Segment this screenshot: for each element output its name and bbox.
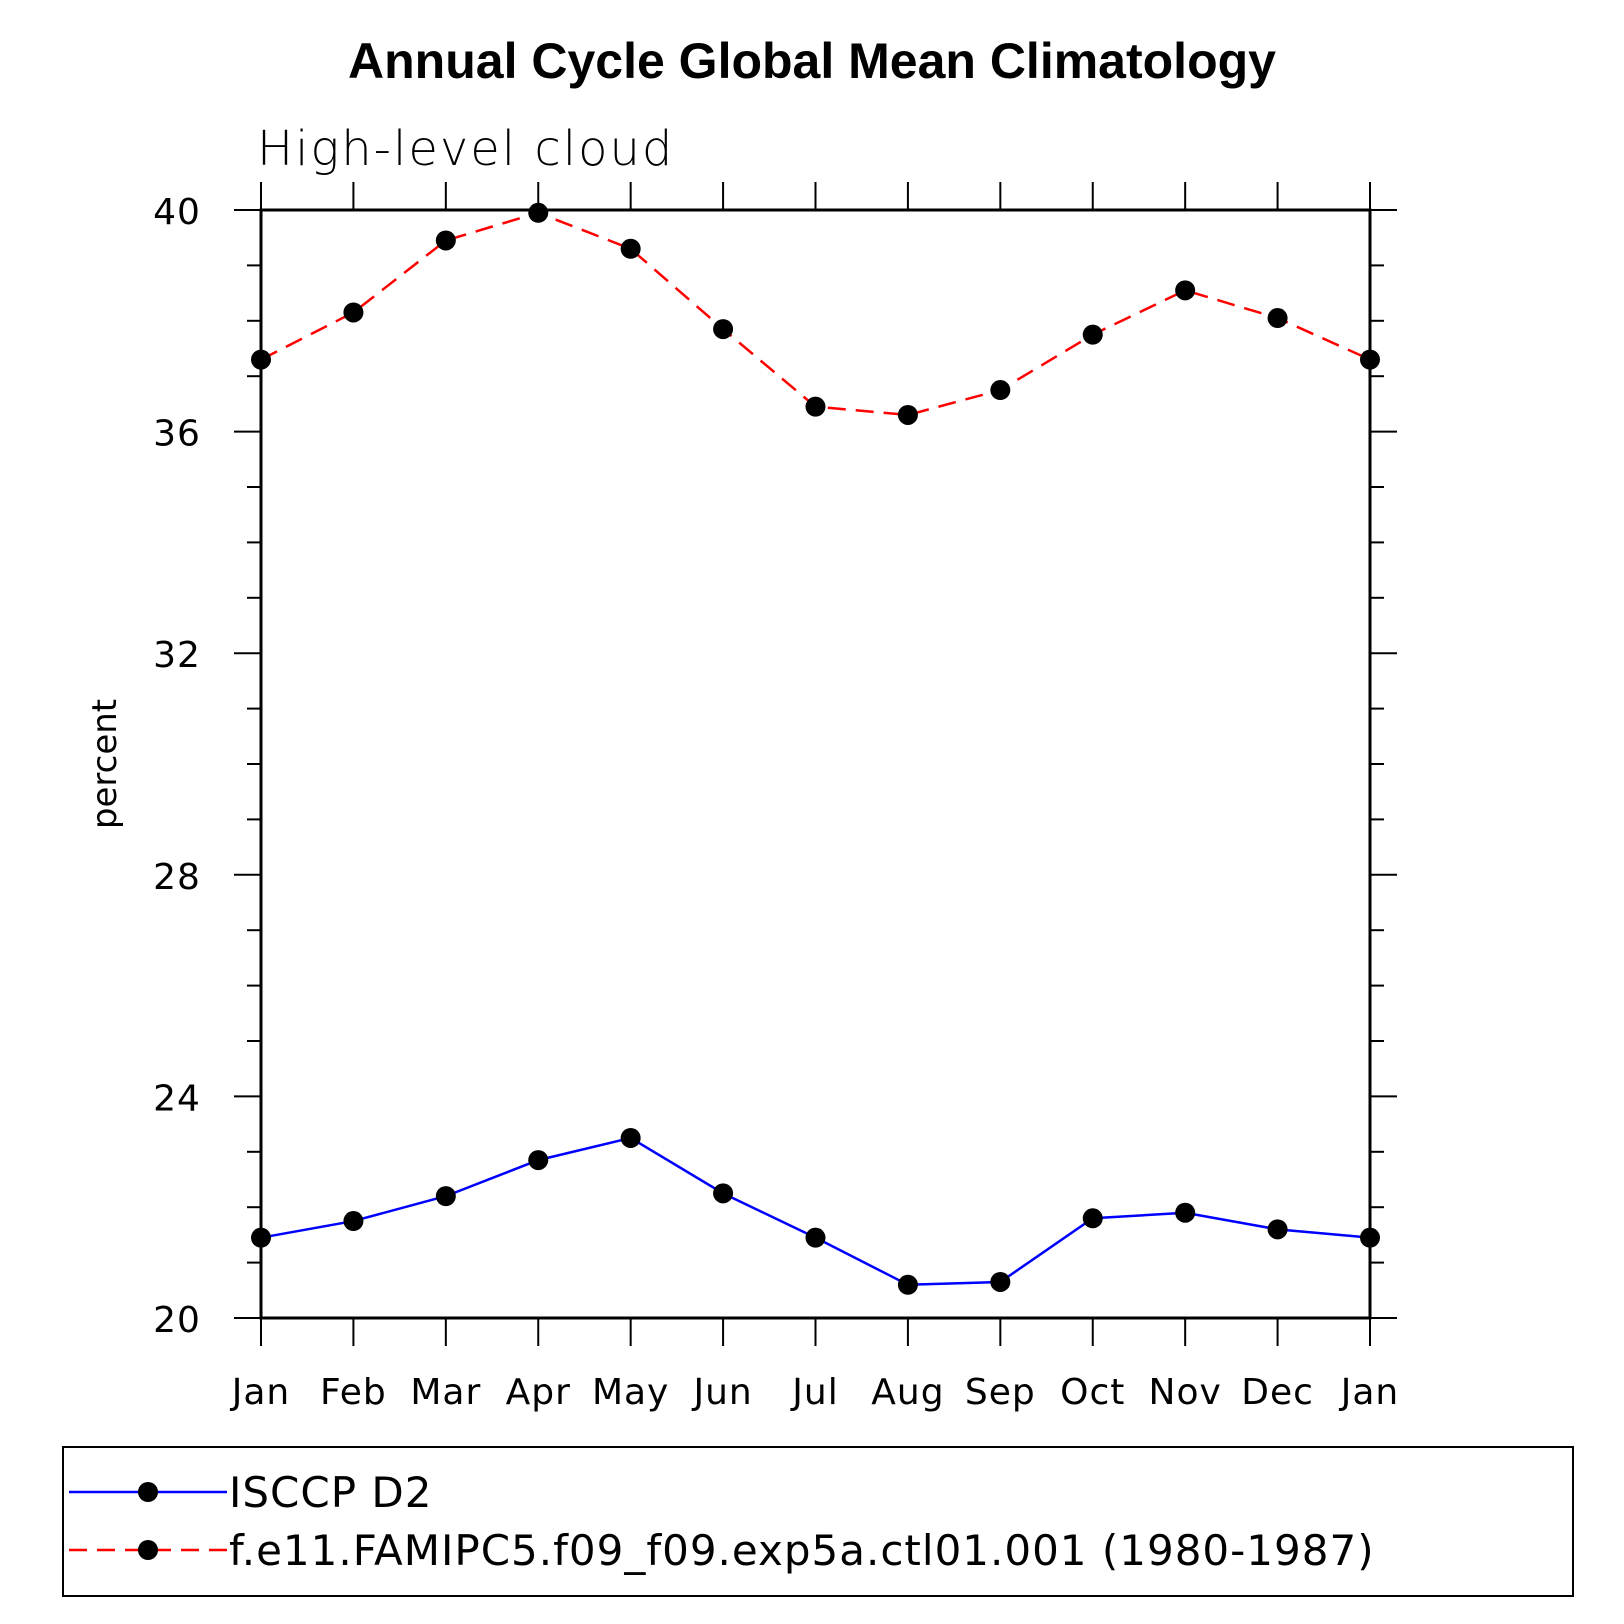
data-point-series-2 xyxy=(528,202,549,223)
data-point-series-1 xyxy=(990,1271,1011,1292)
data-point-series-1 xyxy=(251,1227,271,1248)
x-tick-label: Jan xyxy=(230,1372,291,1413)
y-tick-label: 28 xyxy=(153,857,201,898)
data-point-series-1 xyxy=(620,1127,641,1148)
data-point-series-1 xyxy=(343,1211,364,1232)
series-line-1 xyxy=(260,1136,1371,1287)
y-tick-label: 20 xyxy=(153,1300,201,1341)
data-point-series-1 xyxy=(1082,1208,1103,1229)
x-tick-label: May xyxy=(592,1372,669,1413)
data-point-series-2 xyxy=(805,396,826,417)
plot-axes: 20 24 28 32 36 40 Jan Feb Mar Apr May Jun Jul Aug Sep O… xyxy=(153,182,1400,1413)
data-point-series-2 xyxy=(620,238,641,259)
legend-box xyxy=(62,1446,1574,1597)
data-point-series-2 xyxy=(1267,308,1288,329)
data-point-series-2 xyxy=(713,319,734,340)
x-tick-label: Aug xyxy=(871,1372,944,1413)
data-point-series-2 xyxy=(897,404,918,425)
series-lines xyxy=(260,211,1371,1287)
legend: ISCCP D2 f.e11.FAMIPC5.f09_f09.exp5a.ctl0… xyxy=(69,1468,1375,1575)
chart-subtitle: High-level cloud xyxy=(257,121,674,177)
x-tick-label: Oct xyxy=(1060,1372,1125,1413)
data-point-series-1 xyxy=(897,1274,918,1295)
y-tick-label: 32 xyxy=(153,635,201,676)
data-point-series-2 xyxy=(1082,324,1103,345)
data-point-series-2 xyxy=(343,302,364,323)
series-markers xyxy=(251,202,1380,1295)
y-tick-label: 40 xyxy=(153,192,201,233)
x-tick-label: Mar xyxy=(410,1372,481,1413)
y-axis-label: percent xyxy=(85,699,125,829)
x-tick-label: Apr xyxy=(506,1372,571,1413)
data-point-series-2 xyxy=(990,380,1011,401)
chart-title: Annual Cycle Global Mean Climatology xyxy=(348,33,1276,89)
data-point-series-2 xyxy=(1175,280,1196,301)
x-tick-label: Feb xyxy=(320,1372,387,1413)
legend-marker-1 xyxy=(138,1482,158,1502)
data-point-series-2 xyxy=(435,230,456,251)
data-point-series-1 xyxy=(713,1183,734,1204)
legend-label-2: f.e11.FAMIPC5.f09_f09.exp5a.ctl01.001 (1… xyxy=(229,1526,1375,1575)
x-tick-label: Sep xyxy=(965,1372,1036,1413)
data-point-series-2 xyxy=(251,349,271,370)
data-point-series-2 xyxy=(1360,349,1380,370)
data-point-series-1 xyxy=(1267,1219,1288,1240)
data-point-series-1 xyxy=(1175,1202,1196,1223)
data-point-series-1 xyxy=(1360,1227,1380,1248)
data-point-series-1 xyxy=(528,1150,549,1171)
x-tick-label: Jul xyxy=(790,1372,838,1413)
legend-marker-2 xyxy=(138,1540,158,1560)
x-tick-label: Nov xyxy=(1149,1372,1222,1413)
x-tick-label: Dec xyxy=(1241,1372,1314,1413)
plot-frame xyxy=(259,208,1372,1320)
series-line-2 xyxy=(260,211,1371,417)
data-point-series-1 xyxy=(435,1186,456,1207)
y-tick-label: 24 xyxy=(153,1078,201,1119)
x-tick-label: Jun xyxy=(691,1372,752,1413)
y-tick-label: 36 xyxy=(153,414,201,455)
x-tick-label: Jan xyxy=(1339,1372,1400,1413)
legend-label-1: ISCCP D2 xyxy=(229,1468,432,1517)
data-point-series-1 xyxy=(805,1227,826,1248)
